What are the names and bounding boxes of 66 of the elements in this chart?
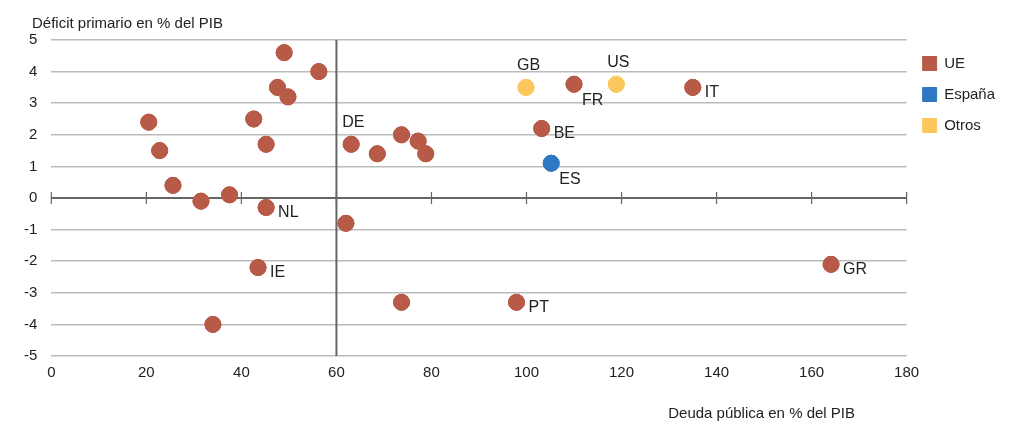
annotation: GR <box>843 259 868 277</box>
point <box>257 135 275 153</box>
point <box>257 198 275 216</box>
point <box>337 214 355 232</box>
x-axis-title: Deuda pública en % del PIB <box>668 404 855 421</box>
point <box>279 88 297 106</box>
y-tick-label: 3 <box>28 93 38 111</box>
y-tick-label: -1 <box>23 219 38 237</box>
y-tick-label: 4 <box>28 61 38 79</box>
annotation: IT <box>704 82 720 100</box>
x-tick-label: 60 <box>328 363 345 381</box>
point <box>140 113 158 131</box>
y-tick-label: -4 <box>23 314 38 332</box>
x-tick-label: 40 <box>233 363 250 381</box>
point <box>245 110 263 128</box>
point <box>164 176 182 194</box>
point <box>204 315 222 333</box>
point <box>368 145 386 163</box>
point <box>607 75 625 93</box>
point <box>192 192 210 210</box>
point <box>517 78 535 96</box>
point <box>822 255 840 273</box>
x-tick-label: 80 <box>423 363 440 381</box>
annotation: NL <box>278 202 299 220</box>
x-tick-label: 180 <box>894 363 920 381</box>
y-tick-label: 0 <box>28 188 38 206</box>
x-tick-label: 160 <box>799 363 825 381</box>
point <box>393 126 411 144</box>
point <box>342 135 360 153</box>
annotation: ES <box>559 169 581 187</box>
y-tick-label: -5 <box>23 346 38 364</box>
point <box>508 293 526 311</box>
y-tick-label: -3 <box>23 282 38 300</box>
y-axis-title: Déficit primario en % del PIB <box>32 14 223 31</box>
annotation: PT <box>528 297 550 315</box>
point <box>417 145 435 163</box>
y-tick-label: 5 <box>28 30 38 48</box>
annotation: GB <box>517 55 541 73</box>
y-tick-label: 2 <box>28 124 38 142</box>
annotation: DE <box>342 112 365 130</box>
point <box>269 78 287 96</box>
x-tick-label: 140 <box>704 363 730 381</box>
annotation: US <box>607 52 630 70</box>
point <box>249 259 267 277</box>
annotation: FR <box>582 90 604 108</box>
x-tick-label: 0 <box>47 363 56 381</box>
point <box>151 142 169 160</box>
legend-label: UE <box>944 53 965 71</box>
point <box>565 75 583 93</box>
point <box>393 293 411 311</box>
y-tick-label: -2 <box>23 251 38 269</box>
annotation: BE <box>553 123 576 141</box>
x-tick-label: 120 <box>609 363 635 381</box>
point <box>409 132 427 150</box>
point <box>542 154 560 172</box>
point <box>275 44 293 62</box>
x-tick-label: 100 <box>513 363 540 381</box>
x-tick-label: 20 <box>138 363 155 381</box>
point <box>221 186 239 204</box>
point <box>533 119 551 137</box>
legend-label: Otros <box>944 115 981 133</box>
legend-label: España <box>944 84 996 102</box>
point <box>310 63 328 81</box>
point <box>684 78 702 96</box>
annotation: IE <box>270 262 286 280</box>
y-tick-label: 1 <box>28 156 38 174</box>
